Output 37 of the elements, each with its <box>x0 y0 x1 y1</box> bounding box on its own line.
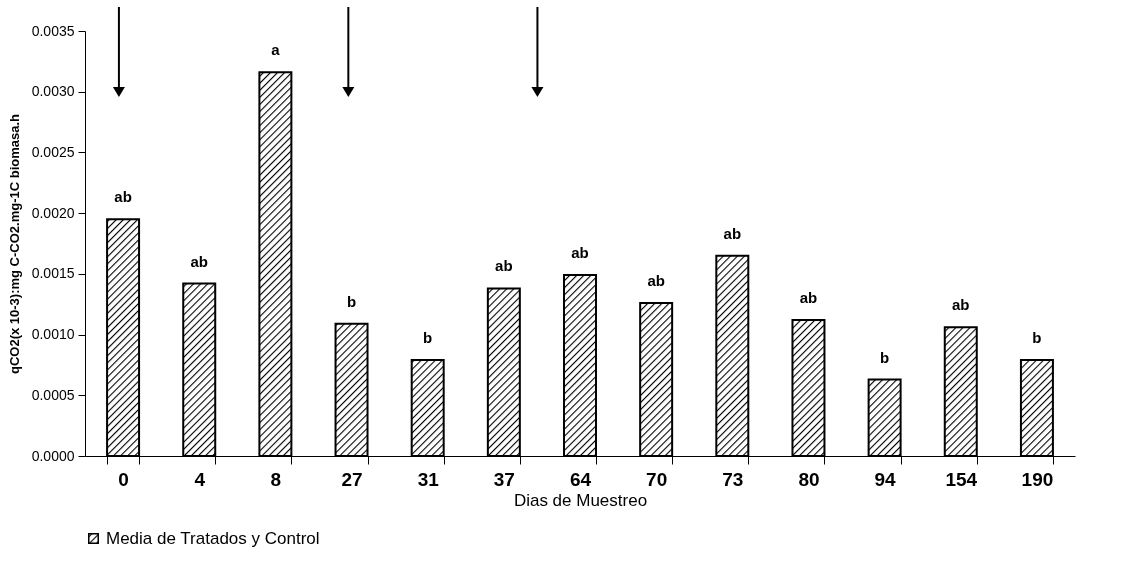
y-tick-label: 0.0015 <box>31 265 75 282</box>
annotation: b <box>423 329 433 347</box>
annotation: ab <box>190 252 208 270</box>
annotation: ab <box>571 244 589 262</box>
annotation: b <box>346 292 357 310</box>
x-tick-label: 37 <box>493 468 515 490</box>
annotation: ab <box>723 224 742 242</box>
x-tick-label: 80 <box>798 468 820 490</box>
y-tick-label: 0.0000 <box>31 447 75 464</box>
annotation: ab <box>495 257 513 275</box>
x-tick-label: 64 <box>569 468 592 490</box>
annotation: b <box>1032 329 1042 347</box>
x-tick-label: 31 <box>417 468 440 490</box>
x-tick-label: 73 <box>722 468 744 490</box>
y-tick-label: 0.0005 <box>31 386 75 403</box>
x-axis-title: Dias de Muestreo <box>513 490 648 510</box>
annotation: ab <box>114 188 132 206</box>
x-tick-label: 154 <box>945 468 978 490</box>
y-tick-label: 0.0035 <box>31 22 75 39</box>
annotation: ab <box>952 296 970 314</box>
y-tick-label: 0.0030 <box>31 83 75 100</box>
annotation: b <box>880 348 890 366</box>
y-tick-label: 0.0010 <box>31 326 75 343</box>
annotation: a <box>271 41 281 59</box>
legend-label: Media de Tratados y Control <box>106 528 320 548</box>
x-tick-label: 94 <box>874 468 897 490</box>
x-tick-label: 0 <box>118 468 129 490</box>
x-tick-label: 27 <box>341 468 363 490</box>
y-tick-label: 0.0025 <box>31 143 75 160</box>
x-tick-label: 70 <box>646 468 668 490</box>
annotation: ab <box>799 289 818 306</box>
x-tick-label: 8 <box>270 468 282 490</box>
x-tick-label: 190 <box>1021 468 1054 490</box>
y-axis-title: qCO2(x 10-3):mg C-CO2.mg-1C biomasa.h <box>6 113 22 375</box>
annotation: ab <box>647 272 665 289</box>
x-tick-label: 4 <box>194 468 206 490</box>
y-tick-label: 0.0020 <box>31 204 75 221</box>
